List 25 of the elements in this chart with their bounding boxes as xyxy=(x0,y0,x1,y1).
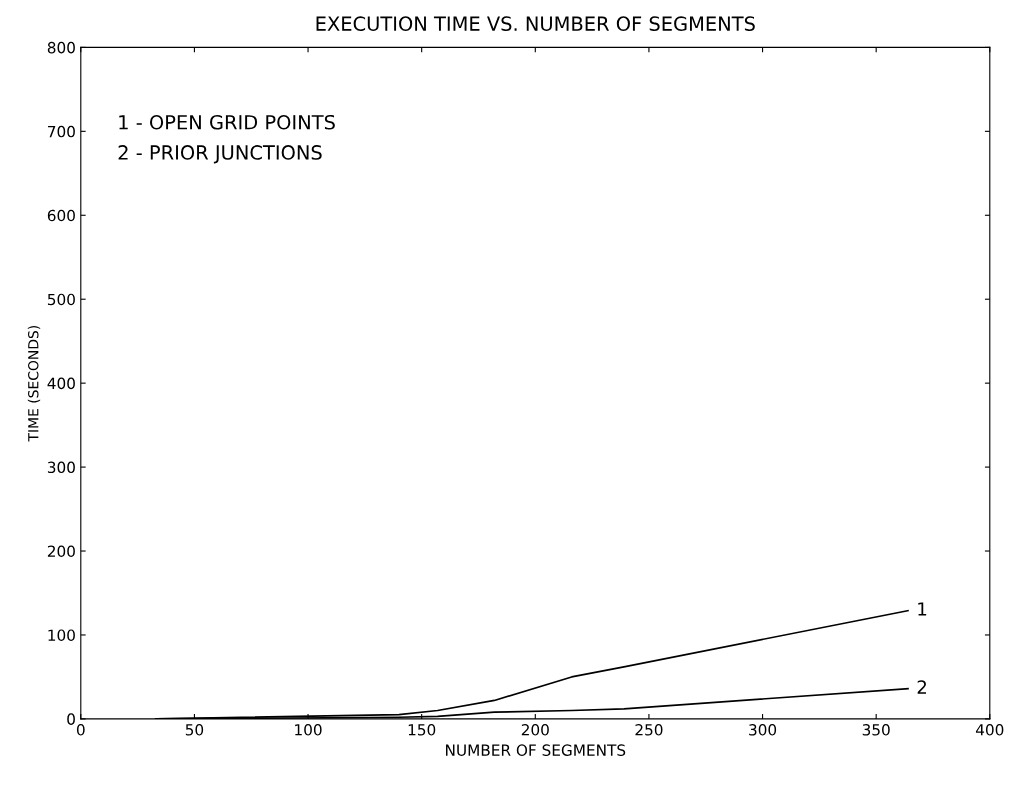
y-tick-label: 0 xyxy=(67,713,75,725)
y-tick-label: 800 xyxy=(47,41,75,54)
y-tick-label: 600 xyxy=(47,209,75,222)
series-label: 1 xyxy=(918,602,927,616)
annotation: 2 - PRIOR JUNCTIONS xyxy=(118,145,322,164)
y-tick-label: 100 xyxy=(48,629,75,641)
y-tick-label: 500 xyxy=(47,293,75,306)
series-label: 2 xyxy=(917,680,926,694)
y-axis-title: TIME (SECONDS) xyxy=(27,325,41,442)
x-axis-title: NUMBER OF SEGMENTS xyxy=(446,744,626,756)
y-tick-label: 700 xyxy=(48,125,75,138)
x-tick-label: 400 xyxy=(975,724,1004,736)
x-tick-label: 100 xyxy=(295,724,322,736)
x-tick-label: 250 xyxy=(635,724,663,736)
x-tick-label: 50 xyxy=(185,724,204,736)
x-tick-label: 200 xyxy=(521,724,549,736)
x-tick-label: 0 xyxy=(76,724,85,736)
chart-title: EXECUTION TIME VS. NUMBER OF SEGMENTS xyxy=(316,16,755,32)
annotation: 1 - OPEN GRID POINTS xyxy=(119,114,335,130)
y-tick-label: 400 xyxy=(47,377,75,390)
x-tick-label: 300 xyxy=(749,724,777,736)
y-tick-label: 300 xyxy=(47,461,75,474)
y-tick-label: 200 xyxy=(47,545,75,558)
x-tick-label: 150 xyxy=(408,724,436,736)
x-tick-label: 350 xyxy=(862,724,890,736)
